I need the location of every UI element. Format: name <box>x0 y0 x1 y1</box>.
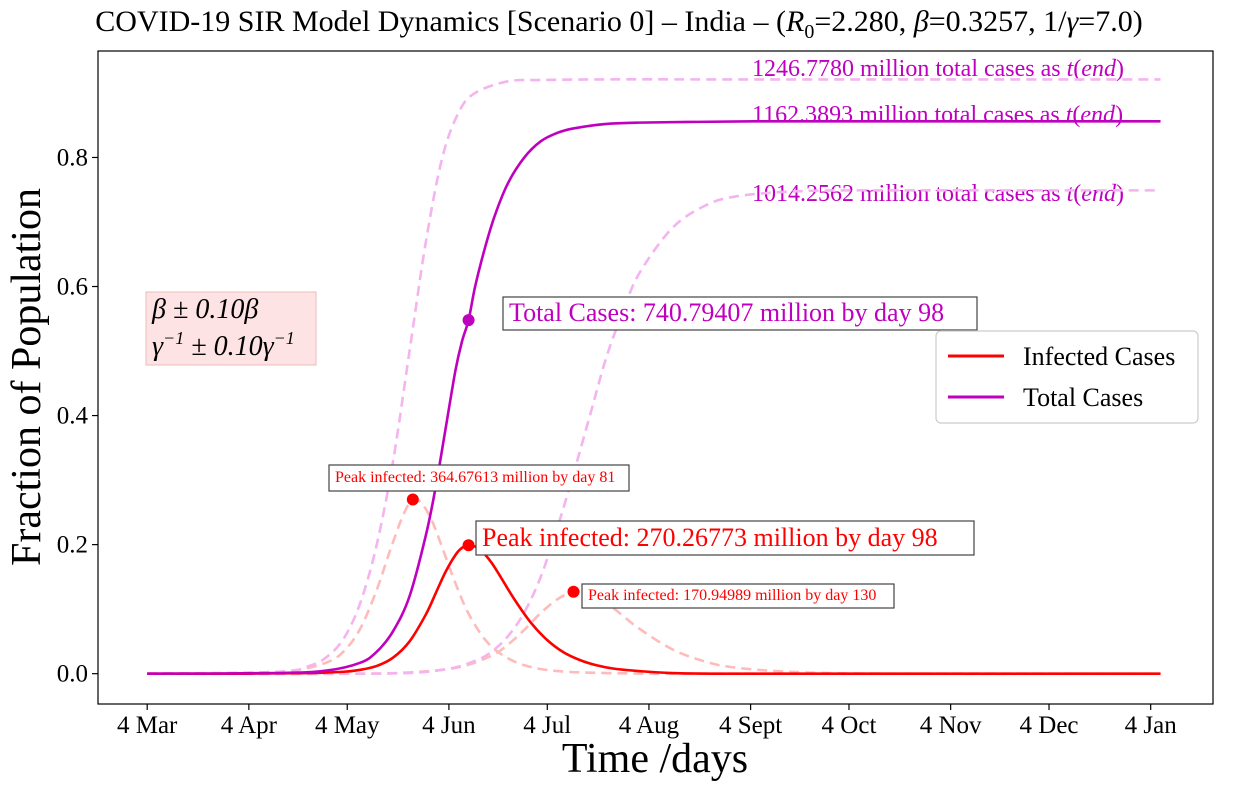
legend: Infected Cases Total Cases <box>935 330 1199 424</box>
y-tick-label: 0.4 <box>57 403 89 430</box>
peak-main-annotation-text: Peak infected: 270.26773 million by day … <box>482 523 938 552</box>
y-axis-label: Fraction of Population <box>4 188 50 566</box>
x-tick-label: 4 Sept <box>719 712 782 739</box>
x-axis-label: Time /days <box>562 736 748 782</box>
peak-early-annotation-text: Peak infected: 364.67613 million by day … <box>335 469 615 486</box>
x-tick-label: 4 Oct <box>822 712 877 739</box>
x-tick-label: 4 Jan <box>1125 712 1178 739</box>
param-box-line2: γ−1 ± 0.10γ−1 <box>152 328 295 362</box>
x-tick-label: 4 Mar <box>117 712 178 739</box>
point-marker <box>567 585 580 598</box>
end-total-mid-label: 1162.3893 million total cases as t(end) <box>752 102 1123 128</box>
peak-early-annotation: Peak infected: 364.67613 million by day … <box>328 464 630 492</box>
y-tick-label: 0.2 <box>57 532 88 559</box>
end-total-low-label: 1014.2562 million total cases as t(end) <box>752 181 1124 207</box>
x-tick-label: 4 Apr <box>221 712 278 739</box>
peak-late-annotation: Peak infected: 170.94989 million by day … <box>581 583 895 609</box>
x-tick-label: 4 Nov <box>920 712 982 739</box>
series-line-total-cases <box>147 119 1161 675</box>
y-tick-label: 0.6 <box>57 274 88 301</box>
y-axis-ticks: 0.0 0.2 0.4 0.6 0.8 <box>57 144 98 688</box>
series-band-line-4 <box>147 78 1161 675</box>
end-total-high-label: 1246.7780 million total cases as t(end) <box>752 56 1124 82</box>
parameter-box: β ± 0.10β γ−1 ± 0.10γ−1 <box>145 291 317 366</box>
plot-area-frame <box>97 50 1214 705</box>
y-tick-label: 0.8 <box>57 144 88 171</box>
series-markers <box>406 314 580 598</box>
point-marker <box>462 539 475 552</box>
x-axis-ticks: 4 Mar 4 Apr 4 May 4 Jun 4 Jul 4 Aug 4 Sept 4 Oc… <box>117 704 1177 739</box>
y-tick-label: 0.0 <box>57 661 88 688</box>
point-marker <box>462 314 475 327</box>
total-cases-annotation-text: Total Cases: 740.79407 million by day 98 <box>509 298 944 327</box>
x-tick-label: 4 Jul <box>523 712 571 739</box>
x-tick-label: 4 Aug <box>619 712 680 739</box>
peak-late-annotation-text: Peak infected: 170.94989 million by day … <box>588 587 876 604</box>
x-tick-label: 4 May <box>315 712 380 739</box>
total-cases-annotation: Total Cases: 740.79407 million by day 98 <box>502 296 978 331</box>
legend-infected-label: Infected Cases <box>1023 342 1175 371</box>
x-tick-label: 4 Jun <box>422 712 476 739</box>
series-band-line-2 <box>147 497 1161 676</box>
point-marker <box>406 493 419 506</box>
legend-total-label: Total Cases <box>1023 383 1143 412</box>
param-box-line1: β ± 0.10β <box>151 294 258 325</box>
series-band-line-5 <box>147 189 1161 676</box>
series-line-infected-cases <box>147 543 1161 676</box>
x-tick-label: 4 Dec <box>1020 712 1079 739</box>
chart-title: COVID-19 SIR Model Dynamics [Scenario 0]… <box>95 5 1142 43</box>
peak-main-annotation: Peak infected: 270.26773 million by day … <box>475 520 975 556</box>
